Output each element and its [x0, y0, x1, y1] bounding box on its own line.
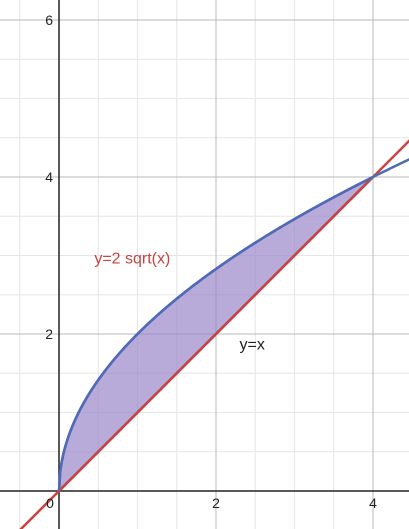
series-line-y-equals-2-sqrt-x [57, 158, 409, 492]
y-tick-label: 4 [45, 169, 53, 185]
x-tick-label: 2 [212, 495, 220, 511]
y-tick-label: 6 [45, 12, 53, 28]
series-line-y-equals-x-dashed-overlay [58, 176, 374, 492]
x-tick-label: 4 [369, 495, 377, 511]
curve-annotation: y=2 sqrt(x) [94, 250, 170, 267]
curves [19, 139, 409, 529]
curve-annotations: y=2 sqrt(x) y=x [94, 250, 265, 353]
tick-labels: 0 2 4 2 4 6 [45, 12, 377, 511]
y-tick-label: 2 [45, 326, 53, 342]
x-tick-label: 0 [46, 495, 54, 511]
curve-annotation: y=x [240, 337, 265, 354]
